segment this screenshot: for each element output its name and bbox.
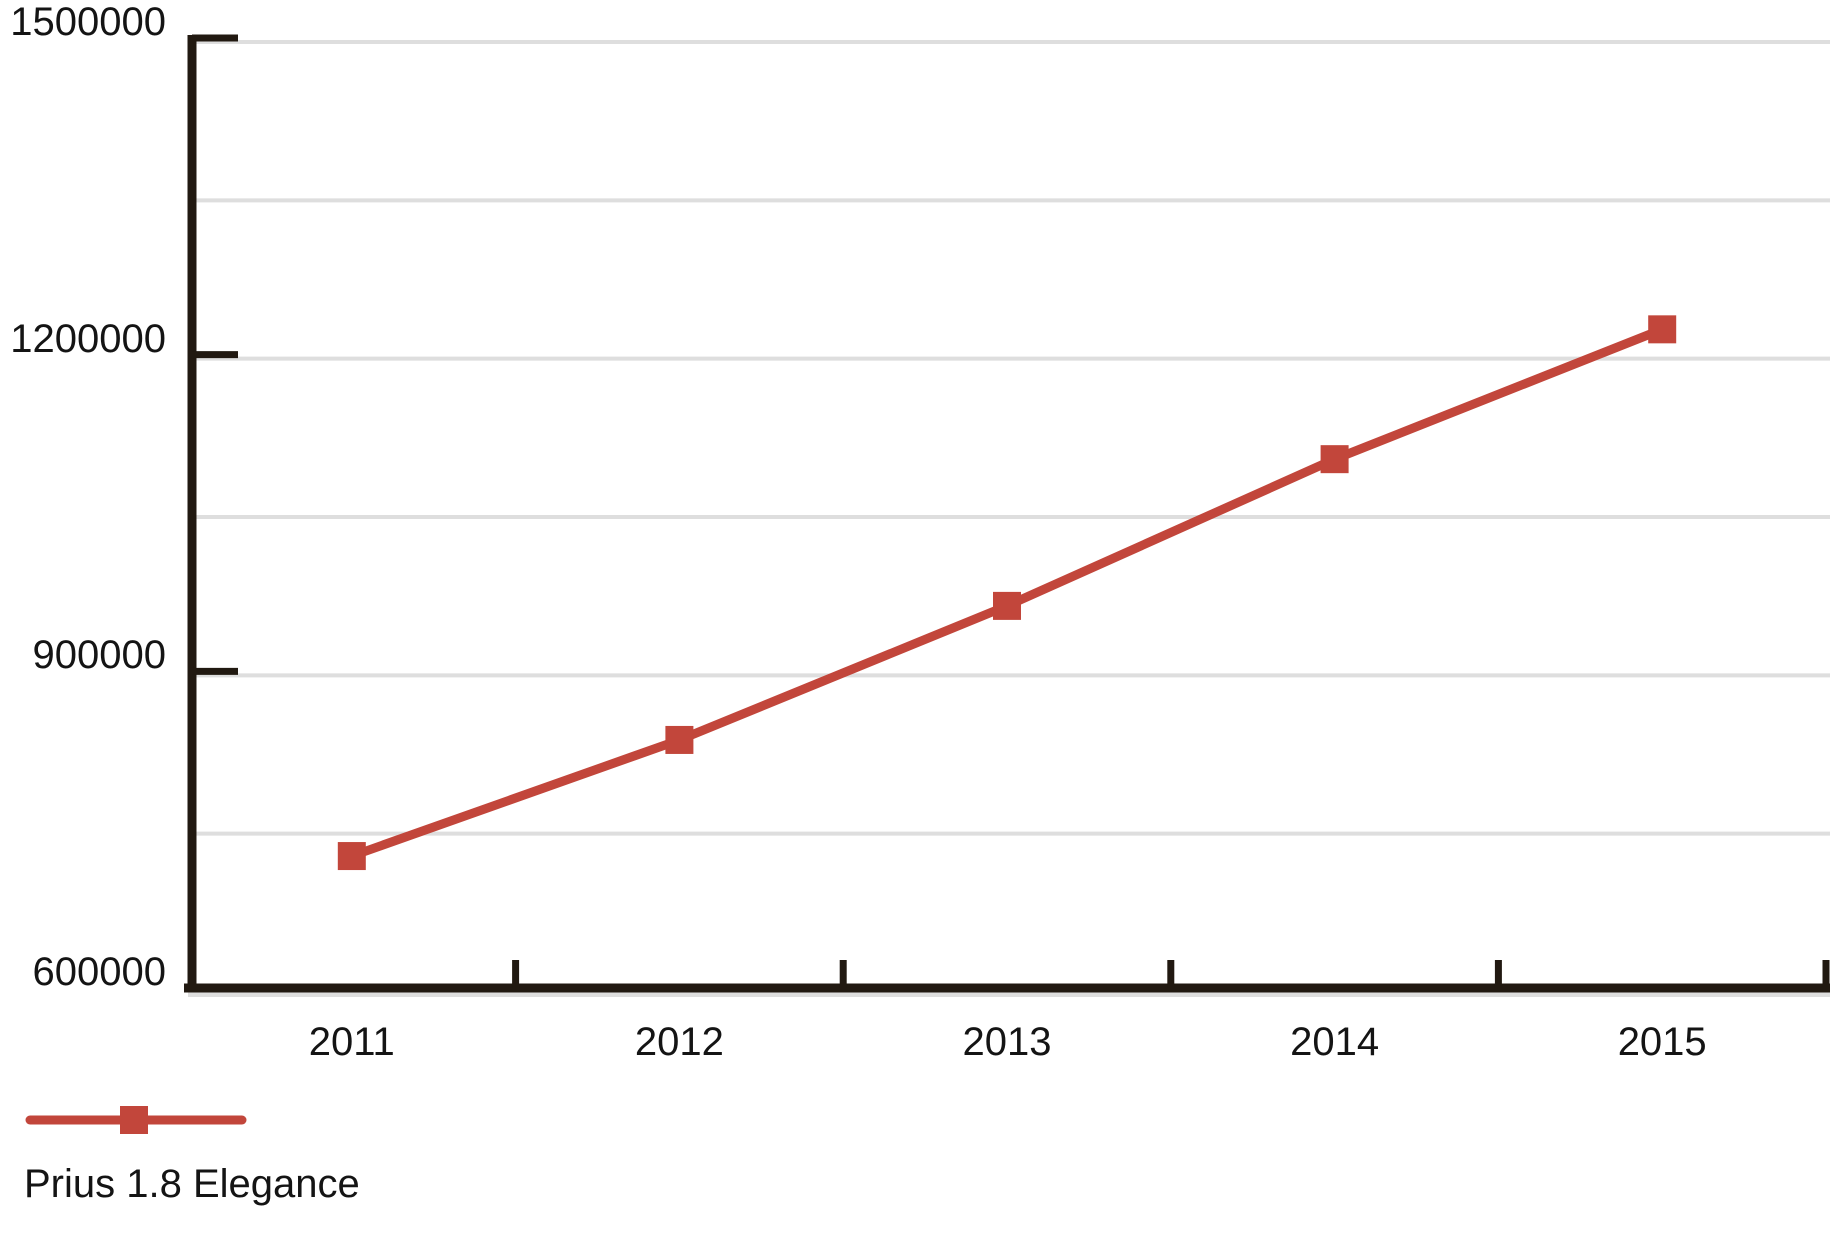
legend-series-marker-icon	[25, 1106, 247, 1134]
series-marker	[993, 591, 1021, 620]
x-axis-tick-label: 2015	[1617, 1020, 1707, 1064]
x-axis-tick-label: 2012	[634, 1020, 724, 1064]
x-axis-tick-label: 2014	[1290, 1020, 1380, 1064]
series-marker	[1320, 445, 1349, 474]
series-marker	[665, 725, 694, 754]
x-axis-tick-label: 2011	[308, 1020, 395, 1064]
series-marker	[337, 842, 366, 871]
y-axis-tick-label: 1200000	[10, 316, 166, 361]
y-axis-tick-label: 600000	[32, 950, 166, 994]
legend: Prius 1.8 Elegance	[24, 1098, 524, 1228]
legend-label: Prius 1.8 Elegance	[24, 1162, 360, 1206]
series-marker	[1648, 315, 1677, 344]
x-axis-tick-label: 2013	[962, 1020, 1052, 1064]
y-axis-tick-label: 900000	[32, 633, 166, 678]
y-axis-tick-label: 1500000	[10, 0, 166, 44]
